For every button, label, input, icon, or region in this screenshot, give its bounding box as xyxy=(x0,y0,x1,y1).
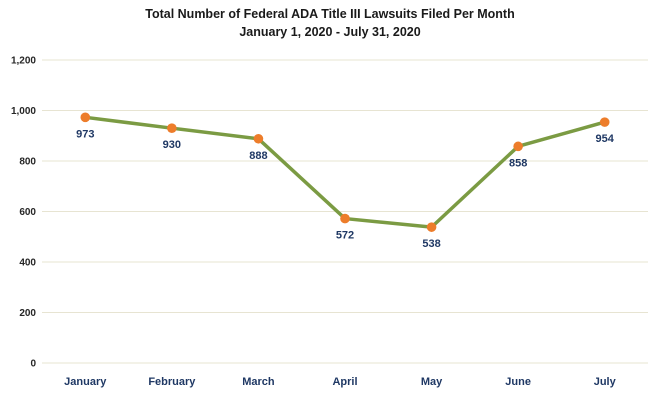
chart-subtitle: January 1, 2020 - July 31, 2020 xyxy=(239,25,421,39)
data-point-label: 930 xyxy=(163,139,181,151)
data-point-marker xyxy=(167,123,177,133)
data-point-label: 973 xyxy=(76,128,94,140)
y-axis-tick-label: 0 xyxy=(30,359,36,370)
x-axis-category-label: February xyxy=(148,376,196,388)
data-point-label: 572 xyxy=(336,230,354,242)
data-point-marker xyxy=(340,213,350,224)
y-axis-tick-label: 400 xyxy=(19,258,36,269)
data-point-label: 888 xyxy=(249,150,267,162)
x-axis-category-label: July xyxy=(594,376,617,388)
x-axis-category-label: May xyxy=(421,376,443,388)
x-axis-category-label: March xyxy=(242,376,275,388)
data-line xyxy=(83,115,607,229)
y-axis-tick-label: 600 xyxy=(19,207,36,218)
x-axis-category-label: June xyxy=(505,376,531,388)
y-axis-tick-label: 800 xyxy=(19,157,36,168)
data-point-label: 538 xyxy=(422,238,440,250)
y-axis-tick-label: 1,200 xyxy=(11,56,36,67)
y-axis-tick-label: 1,000 xyxy=(11,106,36,117)
x-axis-category-label: January xyxy=(64,376,107,388)
data-point-marker xyxy=(253,133,264,144)
x-axis-category-label: April xyxy=(332,376,357,388)
chart-title: Total Number of Federal ADA Title III La… xyxy=(145,7,515,21)
data-point-label: 858 xyxy=(509,157,527,169)
data-point-marker xyxy=(599,117,610,127)
y-axis-tick-label: 200 xyxy=(19,308,36,319)
data-point-marker xyxy=(80,112,91,123)
data-point-marker xyxy=(426,222,437,232)
data-point-label: 954 xyxy=(596,133,615,145)
data-point-marker xyxy=(513,141,523,152)
